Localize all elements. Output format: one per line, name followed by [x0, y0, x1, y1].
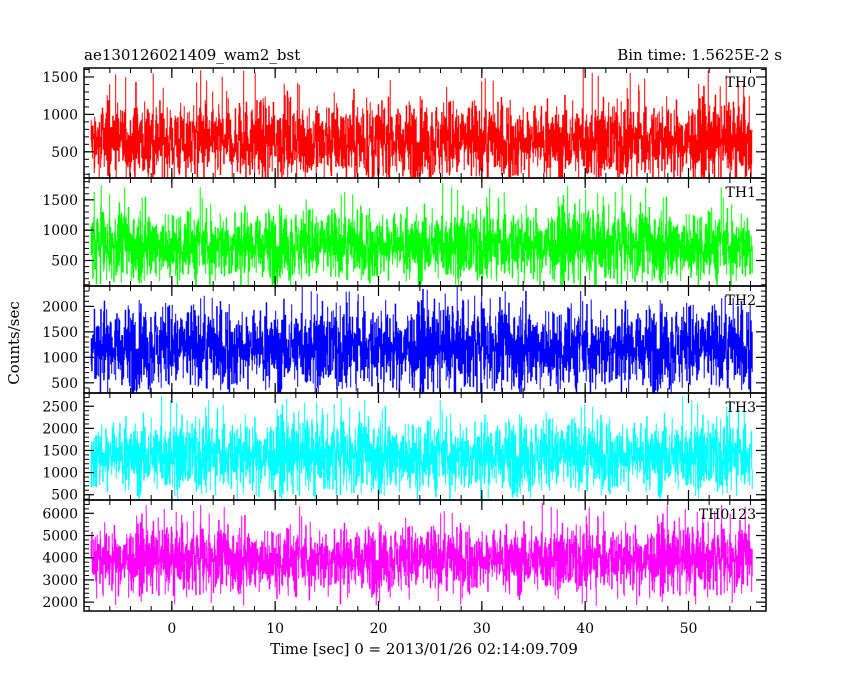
series-line-th0 [90, 68, 753, 178]
y-tick-label: 2000 [42, 421, 78, 437]
y-tick-label: 500 [51, 145, 78, 161]
y-tick-label: 500 [51, 376, 78, 392]
panel-th3: 500 1000 1500 2000 2500 TH3 [42, 392, 767, 504]
x-tick-label: 30 [473, 621, 491, 637]
y-tick-label: 1500 [42, 325, 78, 341]
y-tick-label: 2500 [42, 399, 78, 415]
series-line-th3 [90, 395, 753, 500]
y-tick-label: 1000 [42, 107, 78, 123]
y-tick-label: 500 [51, 254, 78, 270]
y-tick-label: 1500 [42, 193, 78, 209]
y-tick-label: 4000 [42, 551, 78, 567]
x-tick-label: 50 [680, 621, 698, 637]
panel-th0123: 2000 3000 4000 5000 6000 TH0123 [42, 499, 767, 612]
bin-time-label: Bin time: 1.5625E-2 s [617, 46, 782, 64]
y-tick-label: 1000 [42, 350, 78, 366]
y-tick-label: 1000 [42, 466, 78, 482]
series-line-th1 [90, 182, 753, 286]
legend-label-th2: TH2 [726, 293, 756, 309]
y-tick-label: 3000 [42, 573, 78, 589]
y-tick-label: 6000 [42, 506, 78, 522]
x-axis-label: Time [sec] 0 = 2013/01/26 02:14:09.709 [270, 640, 578, 658]
x-tick-label: 0 [167, 621, 176, 637]
y-tick-label: 2000 [42, 595, 78, 611]
x-tick-label: 40 [576, 621, 594, 637]
series-line-th2 [90, 286, 753, 393]
y-tick-label: 1500 [42, 70, 78, 86]
y-axis-label: Counts/sec [5, 301, 23, 385]
y-tick-label: 2000 [42, 299, 78, 315]
series-line-th0123 [90, 502, 753, 606]
legend-label-th1: TH1 [726, 185, 756, 201]
panel-th1: 500 1000 1500 TH1 [42, 177, 767, 287]
panel-th0: 500 1000 1500 TH0 [42, 67, 767, 179]
panel-frame [83, 499, 767, 612]
y-tick-label: 1500 [42, 443, 78, 459]
x-tick-label: 20 [370, 621, 388, 637]
x-tick-label: 10 [266, 621, 284, 637]
legend-label-th0: TH0 [726, 75, 756, 91]
y-tick-label: 500 [51, 488, 78, 504]
legend-label-th0123: TH0123 [699, 507, 756, 523]
panel-th2: 500 1000 1500 2000 TH2 [42, 285, 767, 394]
plot-title: ae130126021409_wam2_bst [84, 46, 300, 64]
y-tick-label: 1000 [42, 223, 78, 239]
y-tick-label: 5000 [42, 529, 78, 545]
legend-label-th3: TH3 [726, 400, 756, 416]
